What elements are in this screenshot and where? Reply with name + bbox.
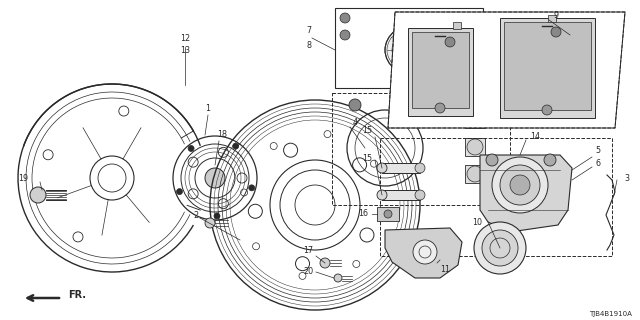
Circle shape <box>249 185 255 191</box>
Circle shape <box>445 37 455 47</box>
Circle shape <box>510 175 530 195</box>
Circle shape <box>340 30 350 40</box>
Text: 6: 6 <box>595 158 600 167</box>
Polygon shape <box>385 228 462 278</box>
Circle shape <box>467 139 483 155</box>
Text: 11: 11 <box>440 266 450 275</box>
Polygon shape <box>388 12 625 128</box>
Bar <box>382 163 420 173</box>
Text: 16: 16 <box>358 209 368 218</box>
Text: 15: 15 <box>362 154 372 163</box>
Circle shape <box>413 240 437 264</box>
Bar <box>332 93 510 205</box>
Circle shape <box>177 188 182 195</box>
Circle shape <box>233 143 239 149</box>
Polygon shape <box>480 155 572 232</box>
Circle shape <box>551 27 561 37</box>
Bar <box>465 165 485 183</box>
Circle shape <box>334 274 342 282</box>
Circle shape <box>474 222 526 274</box>
Circle shape <box>542 105 552 115</box>
Ellipse shape <box>377 190 387 200</box>
Circle shape <box>205 218 215 228</box>
Circle shape <box>435 103 445 113</box>
Bar <box>463 22 473 30</box>
Bar <box>465 110 485 128</box>
Circle shape <box>320 258 330 268</box>
Text: 2: 2 <box>193 211 198 220</box>
Text: 4: 4 <box>353 117 358 126</box>
Ellipse shape <box>385 22 455 77</box>
Text: 9: 9 <box>553 11 558 20</box>
Text: 1: 1 <box>205 103 211 113</box>
Circle shape <box>492 157 548 213</box>
Circle shape <box>544 154 556 166</box>
Bar <box>380 138 612 256</box>
Circle shape <box>30 187 46 203</box>
Bar <box>377 207 399 221</box>
Bar <box>382 190 420 200</box>
Text: 10: 10 <box>472 218 482 227</box>
Bar <box>548 15 556 22</box>
Bar <box>412 32 469 108</box>
Bar <box>465 138 485 156</box>
Text: 5: 5 <box>595 146 600 155</box>
Circle shape <box>188 146 194 151</box>
Text: FR.: FR. <box>68 290 86 300</box>
Text: 7: 7 <box>306 26 311 35</box>
Text: 19: 19 <box>18 173 28 182</box>
Circle shape <box>384 210 392 218</box>
Circle shape <box>467 111 483 127</box>
Circle shape <box>415 190 425 200</box>
Text: 13: 13 <box>180 45 190 54</box>
Circle shape <box>482 230 518 266</box>
Bar <box>504 22 591 110</box>
Text: 20: 20 <box>303 268 313 276</box>
Text: 3: 3 <box>624 173 629 182</box>
Circle shape <box>467 166 483 182</box>
Bar <box>453 22 461 29</box>
Text: 18: 18 <box>217 130 227 139</box>
Text: 8: 8 <box>306 41 311 50</box>
Text: TJB4B1910A: TJB4B1910A <box>589 311 632 317</box>
Bar <box>408 28 473 116</box>
Circle shape <box>415 163 425 173</box>
Bar <box>335 8 483 88</box>
Bar <box>500 18 595 118</box>
Ellipse shape <box>377 163 387 173</box>
Circle shape <box>214 213 220 219</box>
Circle shape <box>500 165 540 205</box>
Text: 15: 15 <box>362 125 372 134</box>
Circle shape <box>486 154 498 166</box>
Circle shape <box>205 168 225 188</box>
Circle shape <box>340 13 350 23</box>
Circle shape <box>349 99 361 111</box>
Text: 14: 14 <box>530 132 540 140</box>
Text: 12: 12 <box>180 34 190 43</box>
Text: 17: 17 <box>303 245 313 254</box>
